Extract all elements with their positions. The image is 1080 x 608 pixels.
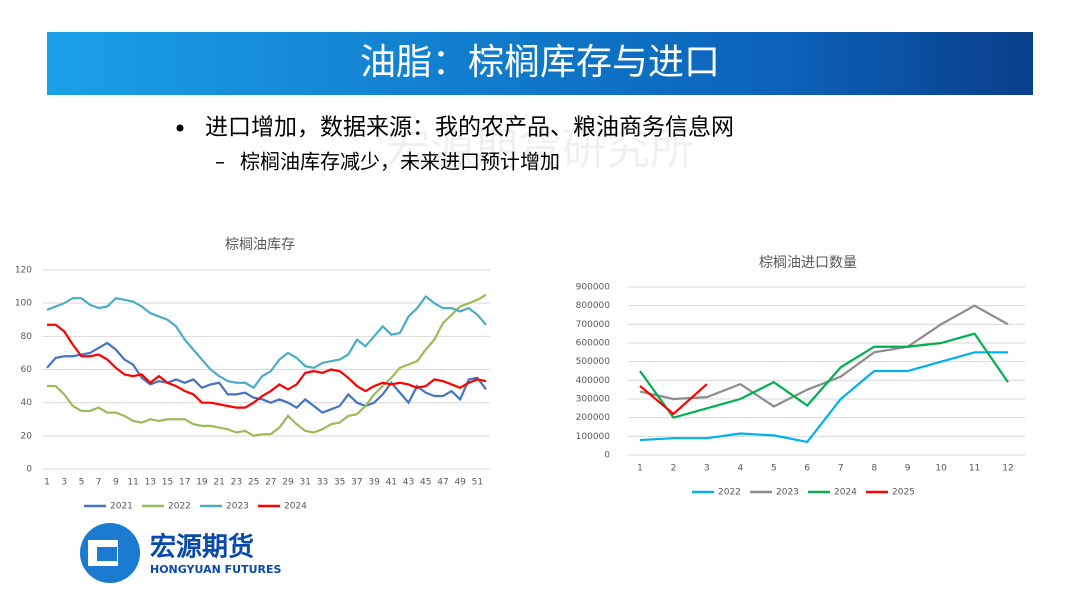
y-tick-label: 60 — [21, 365, 33, 375]
series-line — [639, 304, 1009, 408]
legend-label: 2024 — [834, 488, 857, 498]
sub-dash: – — [215, 150, 225, 174]
y-tick-label: 100 — [15, 299, 32, 309]
x-tick-label: 2 — [671, 464, 677, 474]
x-tick-label: 27 — [265, 478, 276, 488]
x-tick-label: 31 — [300, 478, 311, 488]
y-tick-label: 600000 — [576, 339, 611, 349]
x-tick-label: 39 — [368, 478, 380, 488]
x-tick-label: 1 — [637, 464, 643, 474]
x-tick-label: 51 — [472, 478, 483, 488]
x-tick-label: 12 — [1002, 464, 1013, 474]
x-tick-label: 7 — [838, 464, 844, 474]
legend-label: 2021 — [110, 502, 133, 512]
x-tick-label: 8 — [871, 464, 877, 474]
header-title: 油脂：棕榈库存与进口 — [360, 42, 720, 83]
series-line — [46, 341, 487, 414]
x-tick-label: 5 — [771, 464, 777, 474]
logo-english: HONGYUAN FUTURES — [150, 563, 282, 576]
x-tick-label: 45 — [420, 478, 431, 488]
y-tick-label: 800000 — [576, 301, 611, 311]
sub-bullet-text: 棕榈油库存减少，未来进口预计增加 — [240, 150, 560, 174]
bullet-dot — [176, 124, 184, 132]
legend-label: 2025 — [892, 488, 915, 498]
x-tick-label: 4 — [737, 464, 743, 474]
x-tick-label: 43 — [403, 478, 414, 488]
x-tick-label: 9 — [113, 478, 119, 488]
x-tick-label: 47 — [437, 478, 448, 488]
x-tick-label: 3 — [704, 464, 710, 474]
x-tick-label: 19 — [196, 478, 208, 488]
x-tick-label: 35 — [334, 478, 345, 488]
logo: 宏源期货 HONGYUAN FUTURES — [80, 523, 282, 583]
x-tick-label: 6 — [804, 464, 810, 474]
logo-name: 宏源期货 — [150, 532, 254, 563]
chart-title: 棕榈油进口数量 — [759, 255, 857, 271]
series-line — [639, 351, 1008, 444]
header-banner — [47, 32, 1033, 95]
x-tick-label: 7 — [96, 478, 102, 488]
x-tick-label: 13 — [145, 478, 156, 488]
x-tick-label: 21 — [213, 478, 224, 488]
y-tick-label: 120 — [15, 266, 32, 276]
series-line — [639, 383, 708, 416]
bullet-text: 进口增加，数据来源：我的农产品、粮油商务信息网 — [205, 115, 734, 141]
legend-label: 2024 — [284, 502, 307, 512]
y-tick-label: 300000 — [576, 395, 611, 405]
series-line — [47, 323, 487, 409]
y-tick-label: 80 — [21, 332, 33, 342]
x-tick-label: 17 — [179, 478, 190, 488]
chart-title: 棕榈油库存 — [225, 237, 295, 253]
x-tick-label: 23 — [231, 478, 242, 488]
x-tick-label: 25 — [248, 478, 259, 488]
y-tick-label: 200000 — [576, 413, 611, 423]
y-tick-label: 100000 — [576, 432, 611, 442]
y-tick-label: 40 — [21, 398, 33, 408]
x-tick-label: 11 — [127, 478, 138, 488]
x-tick-label: 49 — [454, 478, 466, 488]
y-tick-label: 400000 — [576, 376, 611, 386]
x-tick-label: 9 — [905, 464, 911, 474]
y-tick-label: 500000 — [576, 357, 611, 367]
x-tick-label: 10 — [935, 464, 947, 474]
y-tick-label: 0 — [26, 465, 32, 475]
x-tick-label: 1 — [44, 478, 50, 488]
y-tick-label: 700000 — [576, 320, 611, 330]
y-tick-label: 900000 — [576, 283, 611, 293]
y-tick-label: 0 — [604, 451, 610, 461]
x-tick-label: 11 — [969, 464, 980, 474]
legend-label: 2023 — [776, 488, 799, 498]
series-line — [639, 332, 1009, 419]
series-line — [47, 293, 487, 437]
legend-label: 2022 — [718, 488, 741, 498]
series-line — [46, 294, 487, 390]
watermark: 宏源期货研究所 — [386, 124, 694, 175]
x-tick-label: 5 — [79, 478, 85, 488]
x-tick-label: 33 — [317, 478, 328, 488]
x-tick-label: 3 — [61, 478, 67, 488]
x-tick-label: 15 — [162, 478, 173, 488]
x-tick-label: 37 — [351, 478, 362, 488]
legend-label: 2023 — [226, 502, 249, 512]
x-tick-label: 29 — [282, 478, 294, 488]
y-tick-label: 20 — [21, 431, 33, 441]
legend-label: 2022 — [168, 502, 191, 512]
x-tick-label: 41 — [386, 478, 397, 488]
